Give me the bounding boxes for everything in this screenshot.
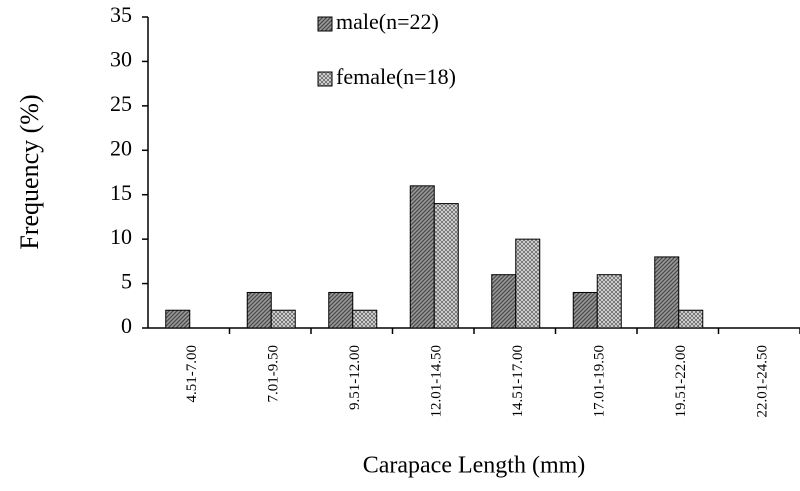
bar bbox=[246, 291, 272, 329]
legend-swatch bbox=[317, 16, 333, 32]
bar bbox=[572, 291, 598, 329]
y-tick-label: 10 bbox=[110, 224, 132, 249]
bar bbox=[352, 309, 378, 329]
x-tick-label: 19.51-22.00 bbox=[673, 345, 689, 418]
bar bbox=[165, 309, 191, 329]
x-tick-label: 22.01-24.50 bbox=[755, 345, 771, 418]
legend-swatch bbox=[317, 71, 333, 87]
x-axis-label: Carapace Length (mm) bbox=[363, 453, 586, 479]
y-axis-label: Frequency (%) bbox=[15, 94, 44, 249]
bar bbox=[491, 274, 517, 329]
x-tick-label: 17.01-19.50 bbox=[592, 345, 608, 418]
x-tick-label: 9.51-12.00 bbox=[347, 345, 363, 410]
y-tick-label: 20 bbox=[110, 135, 132, 160]
bar bbox=[515, 238, 541, 329]
bar bbox=[409, 185, 435, 329]
x-tick-label: 14.51-17.00 bbox=[510, 345, 526, 418]
bar bbox=[328, 291, 354, 329]
bar bbox=[596, 274, 622, 329]
x-tick-label: 7.01-9.50 bbox=[266, 345, 282, 403]
y-tick-label: 0 bbox=[121, 313, 132, 338]
bar bbox=[678, 309, 704, 329]
y-tick-label: 15 bbox=[110, 180, 132, 205]
y-tick-label: 25 bbox=[110, 91, 132, 116]
x-tick-label: 12.01-14.50 bbox=[429, 345, 445, 418]
bar bbox=[433, 203, 459, 329]
x-tick-label: 4.51-7.00 bbox=[184, 345, 200, 403]
y-tick-label: 30 bbox=[110, 46, 132, 71]
y-tick-label: 5 bbox=[121, 269, 132, 294]
legend-label: female(n=18) bbox=[336, 64, 456, 89]
y-tick-label: 35 bbox=[110, 2, 132, 27]
bar bbox=[270, 309, 296, 329]
bar bbox=[654, 256, 680, 329]
legend-label: male(n=22) bbox=[336, 9, 439, 34]
